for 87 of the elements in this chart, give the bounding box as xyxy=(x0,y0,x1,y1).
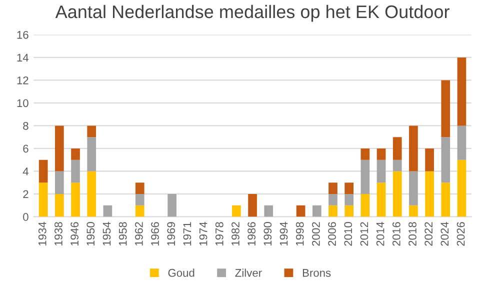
bar xyxy=(71,148,80,160)
y-tick-label: 2 xyxy=(23,190,28,198)
bar xyxy=(392,137,402,160)
bar xyxy=(135,205,144,217)
x-tick-label: 2012 xyxy=(360,222,368,246)
bar xyxy=(87,126,96,138)
y-tick-label: 14 xyxy=(17,54,28,62)
bar xyxy=(54,126,64,172)
x-tick-label: 1938 xyxy=(54,222,62,246)
x-tick-label: 1934 xyxy=(38,222,46,246)
legend-label: Zilver xyxy=(235,268,262,277)
x-tick-label: 1974 xyxy=(199,222,208,246)
bar xyxy=(344,205,354,217)
x-tick-label: 1946 xyxy=(70,222,78,246)
legend-label: Goud xyxy=(168,268,194,277)
bar xyxy=(71,182,80,217)
bar xyxy=(409,171,418,206)
bar xyxy=(425,148,434,172)
y-tick-label: 0 xyxy=(23,213,28,221)
bar xyxy=(360,194,370,217)
bar xyxy=(103,205,112,217)
y-tick-label: 10 xyxy=(17,99,28,108)
y-tick-label: 12 xyxy=(17,76,28,84)
x-tick-label: 1950 xyxy=(86,222,95,246)
bar xyxy=(457,160,466,217)
bar xyxy=(344,194,354,206)
bar xyxy=(360,148,370,160)
x-tick-label: 1978 xyxy=(215,222,224,246)
x-tick-label: 1986 xyxy=(248,222,256,246)
x-tick-label: 2026 xyxy=(456,222,465,246)
bar xyxy=(87,137,96,172)
bar xyxy=(409,205,418,217)
bar xyxy=(38,160,48,183)
bar xyxy=(248,194,257,217)
legend-label: Brons xyxy=(302,269,331,277)
x-tick-label: 1966 xyxy=(151,222,159,246)
bar xyxy=(232,205,241,217)
bar xyxy=(135,194,144,206)
bar xyxy=(54,171,64,194)
x-tick-label: 1958 xyxy=(118,222,127,246)
bar xyxy=(264,205,274,217)
bar xyxy=(457,126,466,160)
bar xyxy=(344,182,354,194)
x-tick-label: 1998 xyxy=(296,222,304,246)
bar xyxy=(376,182,386,217)
bar xyxy=(441,80,450,138)
y-tick-label: 8 xyxy=(23,122,28,130)
chart-title: Aantal Nederlandse medailles op het EK Outdoor xyxy=(55,4,450,22)
x-tick-label: 2024 xyxy=(440,222,449,246)
bar xyxy=(328,182,338,194)
bar xyxy=(360,160,370,194)
bar xyxy=(135,182,144,194)
x-tick-label: 1982 xyxy=(232,222,240,246)
x-tick-label: 2010 xyxy=(344,222,352,246)
bar xyxy=(38,182,48,217)
bar xyxy=(312,205,322,217)
y-tick-label: 4 xyxy=(22,168,28,176)
x-tick-label: 2002 xyxy=(312,222,320,246)
bar xyxy=(441,137,450,183)
bar xyxy=(168,194,176,217)
bar xyxy=(392,160,402,172)
x-tick-label: 2018 xyxy=(408,222,416,246)
x-tick-label: 1962 xyxy=(134,222,143,246)
bar xyxy=(328,205,338,217)
x-tick-label: 2006 xyxy=(328,222,336,246)
bar xyxy=(409,126,418,172)
x-tick-label: 1969 xyxy=(167,222,176,246)
x-tick-label: 1990 xyxy=(264,222,272,246)
bar xyxy=(54,194,64,217)
bar xyxy=(376,148,386,160)
bar xyxy=(457,57,466,126)
x-tick-label: 1971 xyxy=(183,222,192,246)
bar xyxy=(296,205,306,217)
x-tick-label: 1954 xyxy=(102,222,111,246)
bar xyxy=(392,171,402,217)
bar xyxy=(328,194,338,206)
bar xyxy=(376,160,386,183)
bar xyxy=(71,160,80,183)
bar xyxy=(425,171,434,217)
x-tick-label: 2014 xyxy=(376,222,384,246)
x-tick-label: 2022 xyxy=(424,222,433,246)
y-tick-label: 16 xyxy=(17,30,28,39)
x-tick-label: 2016 xyxy=(392,222,400,246)
x-tick-label: 1994 xyxy=(280,222,288,246)
bar xyxy=(87,171,96,217)
bar xyxy=(441,182,450,217)
y-tick-label: 6 xyxy=(23,144,28,153)
